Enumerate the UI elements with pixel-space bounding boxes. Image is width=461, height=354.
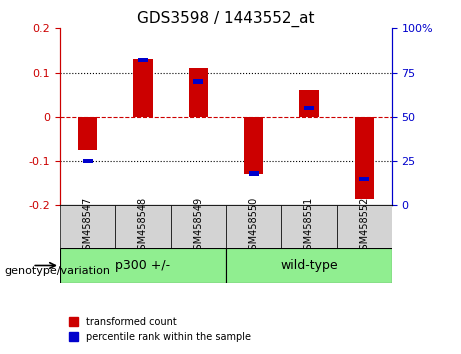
Text: GSM458551: GSM458551 xyxy=(304,197,314,256)
Text: GSM458548: GSM458548 xyxy=(138,197,148,256)
Bar xyxy=(355,117,374,199)
Bar xyxy=(138,58,148,62)
Text: p300 +/-: p300 +/- xyxy=(115,259,171,272)
Bar xyxy=(359,177,369,181)
Bar xyxy=(189,68,208,117)
Text: GSM458552: GSM458552 xyxy=(359,197,369,256)
FancyBboxPatch shape xyxy=(281,205,337,248)
Bar xyxy=(244,117,263,175)
Legend: transformed count, percentile rank within the sample: transformed count, percentile rank withi… xyxy=(65,313,255,346)
Text: GSM458550: GSM458550 xyxy=(248,197,259,256)
Title: GDS3598 / 1443552_at: GDS3598 / 1443552_at xyxy=(137,11,315,27)
Bar xyxy=(83,159,93,163)
Bar xyxy=(304,106,314,110)
Bar xyxy=(133,59,153,117)
FancyBboxPatch shape xyxy=(171,205,226,248)
FancyBboxPatch shape xyxy=(226,248,392,283)
FancyBboxPatch shape xyxy=(337,205,392,248)
FancyBboxPatch shape xyxy=(60,205,115,248)
FancyBboxPatch shape xyxy=(60,248,226,283)
Text: genotype/variation: genotype/variation xyxy=(5,266,111,276)
Bar xyxy=(78,117,97,150)
Text: GSM458549: GSM458549 xyxy=(193,197,203,256)
Bar xyxy=(299,90,319,117)
Text: wild-type: wild-type xyxy=(280,259,337,272)
Bar xyxy=(193,79,203,84)
Text: GSM458547: GSM458547 xyxy=(83,197,93,256)
FancyBboxPatch shape xyxy=(226,205,281,248)
Bar xyxy=(248,171,259,176)
FancyBboxPatch shape xyxy=(115,205,171,248)
